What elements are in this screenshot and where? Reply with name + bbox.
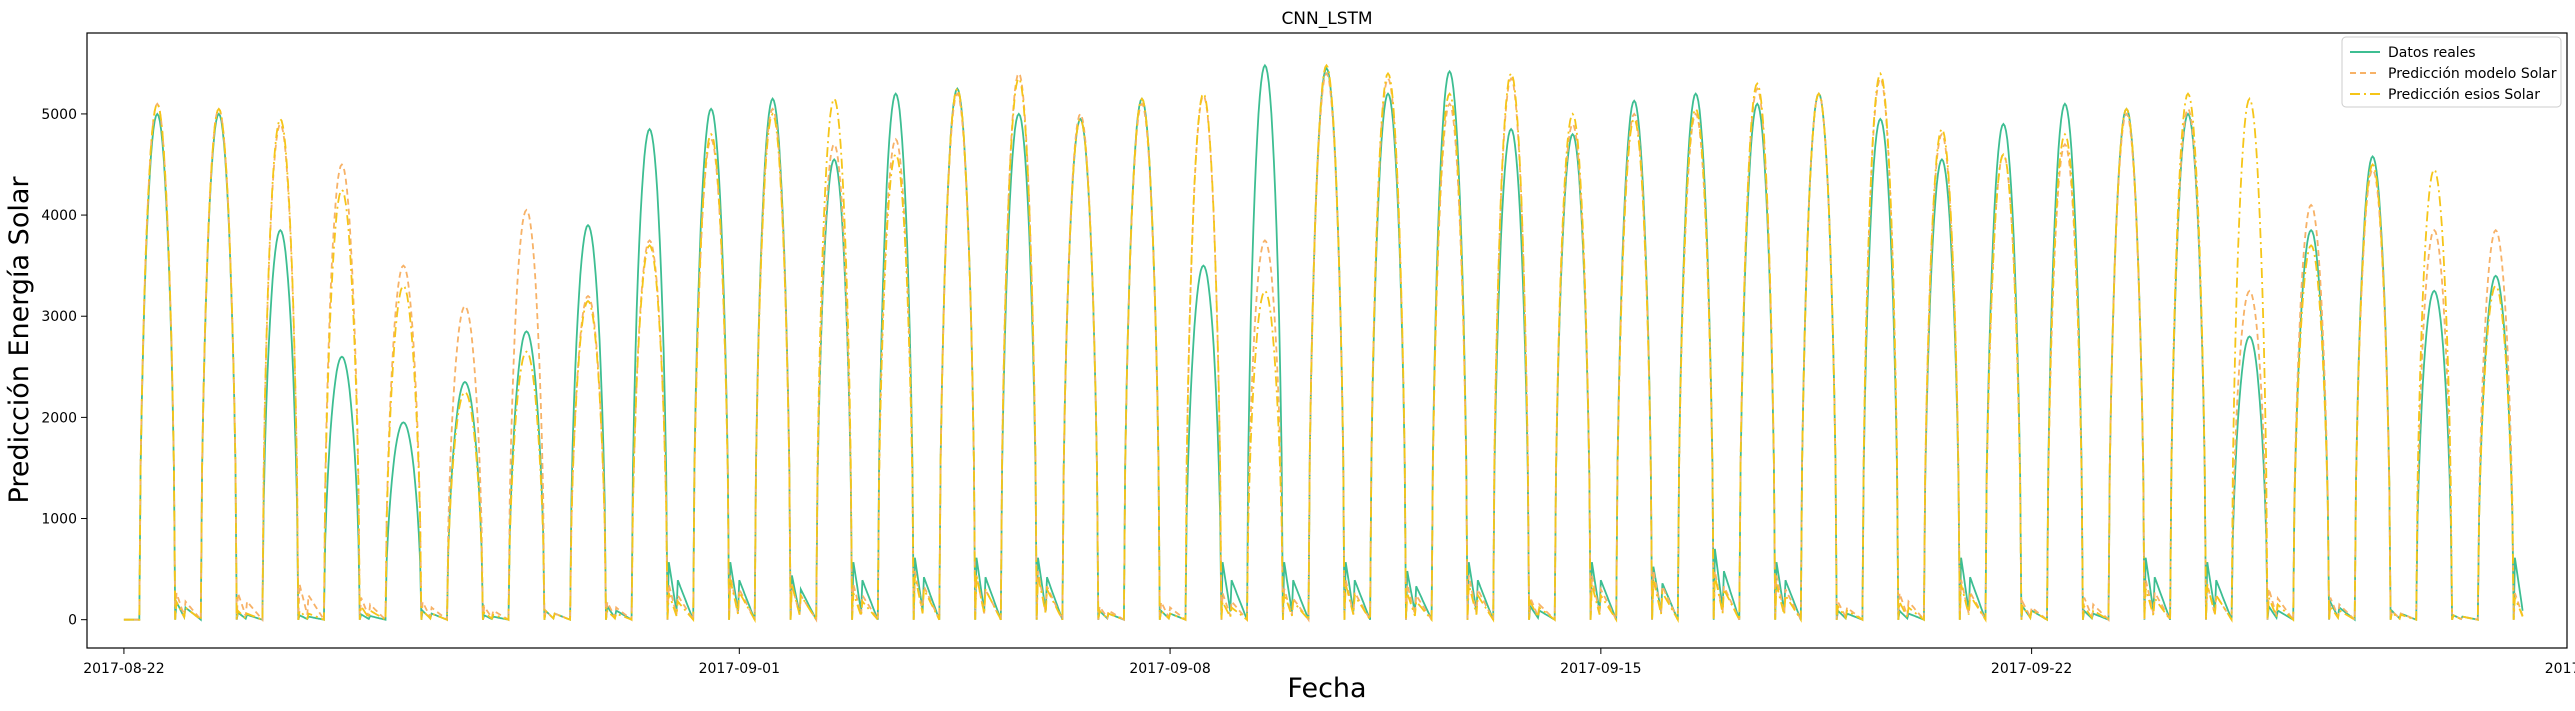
legend-label: Predicción esios Solar — [2388, 87, 2540, 103]
x-tick-label: 2017-08-22 — [83, 661, 164, 677]
x-tick-label: 2017-09-15 — [1560, 661, 1641, 677]
series-line-2 — [123, 63, 2524, 624]
y-axis: 0 1000 2000 3000 4000 5000 — [41, 107, 87, 629]
x-tick-label: 2017-10-01 — [2545, 661, 2575, 677]
y-tick-label: 0 — [68, 613, 77, 629]
x-tick-label: 2017-09-22 — [1991, 661, 2072, 677]
x-axis-label: Fecha — [1287, 673, 1366, 704]
series-line-0 — [123, 63, 2524, 622]
legend: Datos reales Predicción modelo Solar Predi… — [2341, 36, 2562, 108]
plot-area — [86, 32, 2568, 649]
series-layer — [123, 63, 2524, 624]
y-tick-label: 5000 — [41, 107, 77, 123]
y-tick-label: 4000 — [41, 208, 77, 224]
legend-box — [2341, 36, 2562, 108]
chart-title: CNN_LSTM — [1281, 9, 1372, 29]
legend-label: Datos reales — [2388, 45, 2476, 61]
x-tick-label: 2017-09-01 — [699, 661, 780, 677]
y-tick-label: 2000 — [41, 410, 77, 426]
x-tick-label: 2017-09-08 — [1129, 661, 1210, 677]
y-tick-label: 3000 — [41, 309, 77, 325]
series-line-1 — [123, 71, 2524, 624]
legend-label: Predicción modelo Solar — [2388, 66, 2557, 82]
y-axis-label: Predicción Energía Solar — [4, 176, 35, 504]
x-axis: 2017-08-22 2017-09-01 2017-09-08 2017-09-15… — [83, 648, 2575, 677]
y-tick-label: 1000 — [41, 512, 77, 528]
